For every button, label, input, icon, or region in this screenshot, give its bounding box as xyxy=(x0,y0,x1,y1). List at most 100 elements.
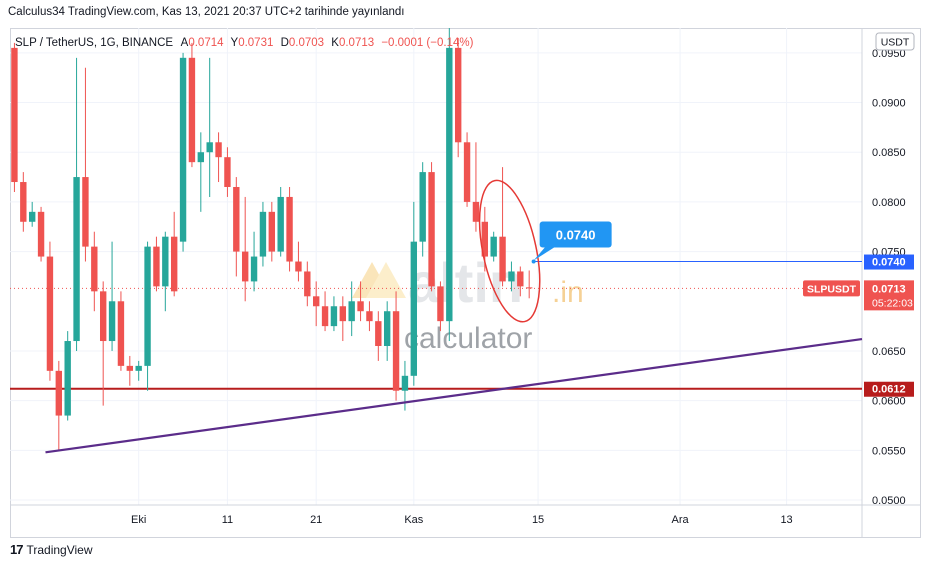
currency-button[interactable]: USDT xyxy=(875,32,915,51)
x-tick-label: Kas xyxy=(404,514,423,526)
published-caption: Calculus34 TradingView.com, Kas 13, 2021… xyxy=(8,6,405,18)
symbol-label: SLPUSDT xyxy=(807,283,857,295)
candle-body xyxy=(339,306,347,322)
candle-body xyxy=(233,187,240,252)
candle-body xyxy=(99,291,107,342)
y-tick-label: 0.0500 xyxy=(872,495,906,507)
candle-body xyxy=(20,182,27,222)
candle-body xyxy=(144,246,151,366)
candle-body xyxy=(508,271,515,282)
candle-body xyxy=(46,256,54,371)
candle-body xyxy=(330,306,338,327)
candle-body xyxy=(250,256,258,282)
candle-body xyxy=(525,287,533,289)
candle-body xyxy=(357,301,364,312)
candle-body xyxy=(64,341,71,416)
candle-body xyxy=(304,271,311,297)
ohlc-high: 0.0731 xyxy=(238,37,273,49)
callout-pointer xyxy=(533,246,556,261)
x-tick-label: 13 xyxy=(780,514,792,526)
candle-body xyxy=(91,246,98,292)
candle-body xyxy=(410,241,418,376)
target-price-label: 0.0740 xyxy=(872,257,906,269)
candle-body xyxy=(55,370,63,416)
support-price-tag xyxy=(864,381,914,397)
price-axis[interactable]: 0.09500.09000.08500.08000.07500.06500.06… xyxy=(861,28,906,538)
candle-body xyxy=(277,196,284,252)
candle-body xyxy=(286,196,293,262)
countdown-label: 05:22:03 xyxy=(872,297,913,309)
candle-body xyxy=(162,236,169,287)
candle-body xyxy=(401,375,409,391)
drawings[interactable]: 0.0740 xyxy=(45,175,863,454)
candle-body xyxy=(419,172,426,242)
y-tick-label: 0.0800 xyxy=(872,197,906,209)
y-tick-label: 0.0900 xyxy=(872,98,906,110)
candle-body xyxy=(73,177,80,342)
x-tick-label: Eki xyxy=(131,514,146,526)
candles xyxy=(11,28,533,451)
footer-brand: TradingView xyxy=(26,542,93,557)
candle-body xyxy=(259,211,267,257)
candle-body xyxy=(126,365,134,371)
candle-body xyxy=(295,261,302,272)
chart-frame xyxy=(10,28,921,538)
y-tick-label: 0.0850 xyxy=(872,147,906,159)
y-tick-label: 0.0650 xyxy=(872,346,906,358)
watermark-sub: calculator xyxy=(404,322,532,355)
candle-body xyxy=(215,142,222,158)
symbol-tag xyxy=(803,280,860,297)
candle-body xyxy=(179,57,187,242)
target-price-tag xyxy=(864,254,914,270)
candle-body xyxy=(206,142,213,153)
candle-body xyxy=(463,142,471,202)
candle-body xyxy=(312,296,320,307)
ohlc-low-label: D xyxy=(281,37,289,49)
candle-body xyxy=(437,286,444,322)
candle-body xyxy=(348,301,355,322)
candle-body xyxy=(481,221,489,257)
candle-body xyxy=(454,47,462,143)
ohlc-legend: SLP / TetherUS, 1G, BINANCE A0.0714 Y0.0… xyxy=(15,37,474,49)
trend-line xyxy=(45,337,863,454)
ohlc-high-label: Y xyxy=(231,37,239,49)
candle-body xyxy=(321,306,329,327)
candle-body xyxy=(428,172,435,287)
grid-lines xyxy=(10,28,862,505)
ohlc-close-label: K xyxy=(331,37,339,49)
x-tick-label: 11 xyxy=(222,514,233,526)
ohlc-symbol: SLP / TetherUS, 1G, BINANCE xyxy=(15,37,173,49)
ohlc-change: −0.0001 (−0.14%) xyxy=(381,37,473,49)
ohlc-low: 0.0703 xyxy=(289,37,324,49)
callout-text: 0.0740 xyxy=(556,228,596,243)
support-price-label: 0.0612 xyxy=(872,384,906,396)
watermark-suffix: .in xyxy=(552,276,584,309)
candle-body xyxy=(135,365,142,371)
price-labels: 0.0740 SLPUSDT 0.0713 05:22:03 0.0612 xyxy=(803,254,914,397)
candle-body xyxy=(188,57,196,163)
candle-body xyxy=(37,211,45,257)
candle-body xyxy=(11,47,18,183)
current-price-tag xyxy=(864,280,914,311)
candle-body xyxy=(28,211,36,222)
x-tick-label: 15 xyxy=(532,514,544,526)
candle-body xyxy=(472,201,480,222)
highlight-ellipse xyxy=(478,179,541,323)
callout-box xyxy=(539,221,612,248)
currency-button-label: USDT xyxy=(881,37,910,49)
candle-body xyxy=(82,177,89,247)
y-tick-label: 0.0550 xyxy=(872,445,906,457)
candle-body xyxy=(490,236,497,257)
tradingview-logo-icon: 17 xyxy=(10,542,24,557)
watermark-brand: altin xyxy=(408,251,523,314)
candle-body xyxy=(392,311,400,391)
x-tick-label: 21 xyxy=(310,514,322,526)
ohlc-open: 0.0714 xyxy=(188,37,224,49)
y-tick-label: 0.0950 xyxy=(872,48,906,60)
callout-anchor xyxy=(531,259,536,264)
watermark-logo-icon xyxy=(352,262,406,298)
candle-body xyxy=(108,301,116,342)
y-tick-label: 0.0600 xyxy=(872,396,906,408)
time-axis[interactable]: Eki 11 21 Kas 15 Ara 13 xyxy=(10,504,921,526)
